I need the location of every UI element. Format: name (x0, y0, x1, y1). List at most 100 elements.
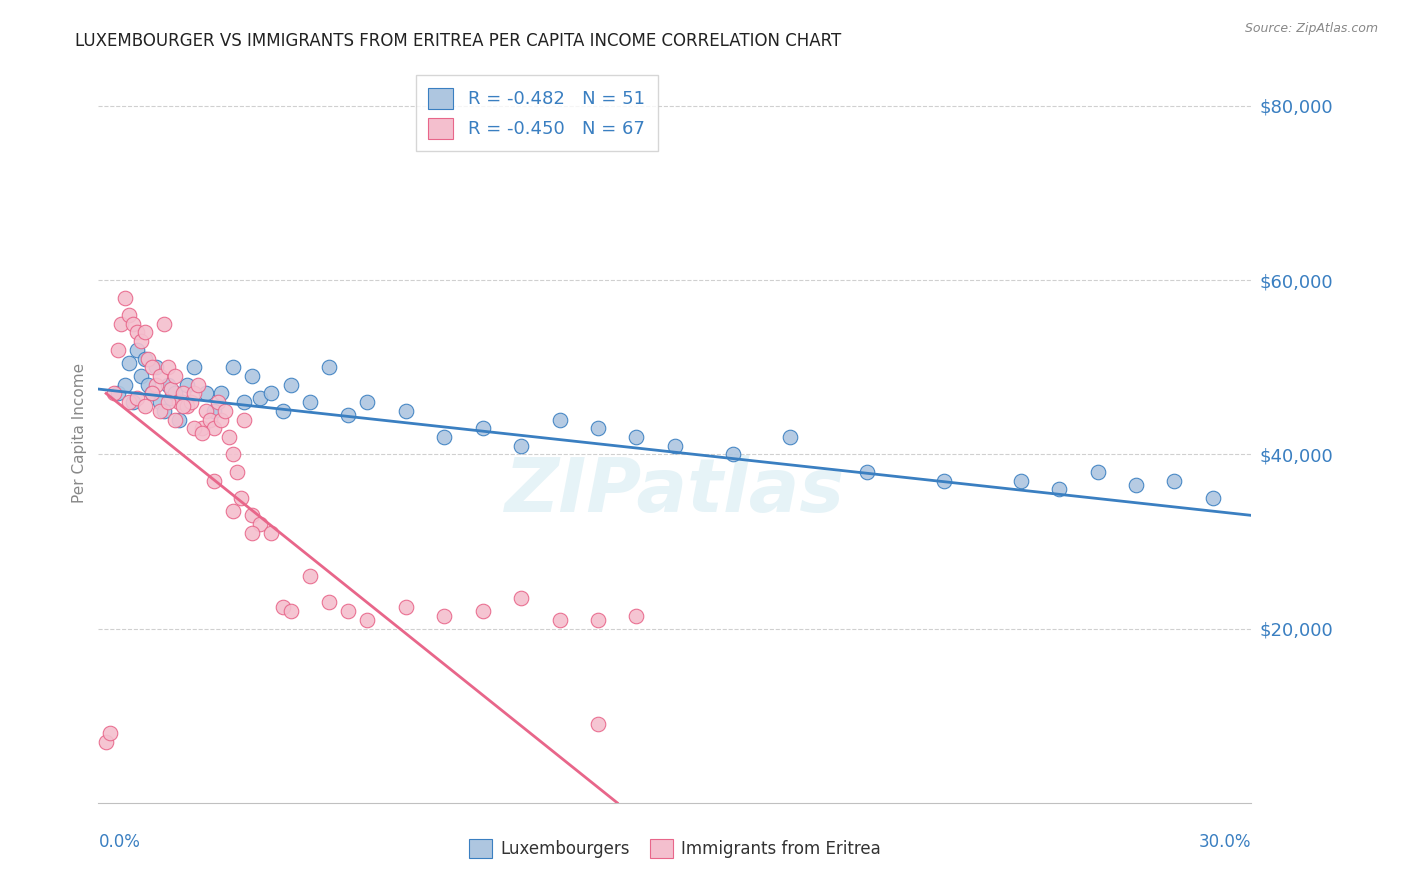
Point (202, 421, 225, 435)
Point (107, 386, 129, 401)
Point (586, 613, 609, 627)
Point (222, 504, 245, 518)
Point (202, 404, 225, 418)
Point (395, 404, 418, 418)
Point (318, 360, 340, 375)
Point (138, 377, 160, 392)
Point (145, 360, 167, 375)
Point (626, 430, 648, 444)
Point (122, 317, 145, 331)
Point (172, 386, 194, 401)
Point (167, 412, 190, 426)
Point (125, 391, 148, 405)
Point (94, 735, 117, 749)
Point (1125, 478, 1147, 492)
Point (218, 430, 240, 444)
Point (114, 377, 136, 392)
Point (240, 525, 263, 540)
Point (125, 326, 148, 340)
Point (271, 404, 294, 418)
Point (1163, 474, 1185, 488)
Point (510, 591, 533, 606)
Point (471, 421, 494, 435)
Point (1087, 465, 1109, 479)
Point (198, 412, 221, 426)
Point (337, 604, 360, 618)
Point (152, 404, 174, 418)
Point (165, 369, 187, 384)
Point (134, 326, 156, 340)
Point (433, 608, 456, 623)
Point (1047, 482, 1070, 496)
Point (134, 400, 156, 414)
Point (149, 395, 172, 409)
Point (187, 377, 209, 392)
Point (548, 613, 571, 627)
Point (167, 395, 190, 409)
Point (209, 412, 232, 426)
Point (280, 377, 302, 392)
Point (856, 465, 879, 479)
Point (172, 395, 194, 409)
Point (110, 317, 132, 331)
Point (129, 369, 152, 384)
Point (160, 391, 183, 405)
Text: LUXEMBOURGER VS IMMIGRANTS FROM ERITREA PER CAPITA INCOME CORRELATION CHART: LUXEMBOURGER VS IMMIGRANTS FROM ERITREA … (76, 32, 842, 50)
Point (156, 377, 179, 392)
Point (318, 595, 340, 609)
Point (240, 369, 263, 384)
Point (141, 386, 163, 401)
Point (337, 408, 360, 422)
Point (183, 360, 205, 375)
Point (118, 308, 141, 322)
Point (280, 604, 302, 618)
Point (356, 395, 378, 409)
Point (118, 356, 141, 370)
Point (233, 395, 256, 409)
Point (260, 386, 283, 401)
Point (240, 508, 263, 523)
Point (141, 386, 163, 401)
Point (471, 604, 494, 618)
Point (138, 351, 160, 366)
Point (233, 412, 256, 426)
Point (118, 395, 141, 409)
Point (183, 386, 205, 401)
Point (207, 395, 229, 409)
Point (125, 343, 148, 357)
Point (176, 400, 198, 414)
Point (395, 599, 418, 614)
Point (183, 421, 205, 435)
Point (932, 474, 955, 488)
Point (152, 317, 174, 331)
Point (176, 377, 198, 392)
Text: 0.0%: 0.0% (98, 833, 141, 851)
Point (191, 421, 214, 435)
Point (1010, 474, 1032, 488)
Point (298, 569, 321, 583)
Point (214, 404, 236, 418)
Point (548, 412, 571, 426)
Point (149, 369, 172, 384)
Point (156, 395, 179, 409)
Point (225, 465, 247, 479)
Point (779, 430, 801, 444)
Point (165, 386, 187, 401)
Point (586, 421, 609, 435)
Point (160, 382, 183, 396)
Point (165, 412, 187, 426)
Point (260, 525, 283, 540)
Point (98, 726, 121, 740)
Point (122, 395, 145, 409)
Point (586, 717, 609, 731)
Point (172, 400, 194, 414)
Point (626, 608, 648, 623)
Point (721, 447, 744, 461)
Point (129, 334, 152, 348)
Point (107, 343, 129, 357)
Point (222, 360, 245, 375)
Text: ZIPatlas: ZIPatlas (505, 455, 845, 528)
Text: Source: ZipAtlas.com: Source: ZipAtlas.com (1244, 22, 1378, 36)
Point (510, 439, 533, 453)
Point (191, 425, 214, 440)
